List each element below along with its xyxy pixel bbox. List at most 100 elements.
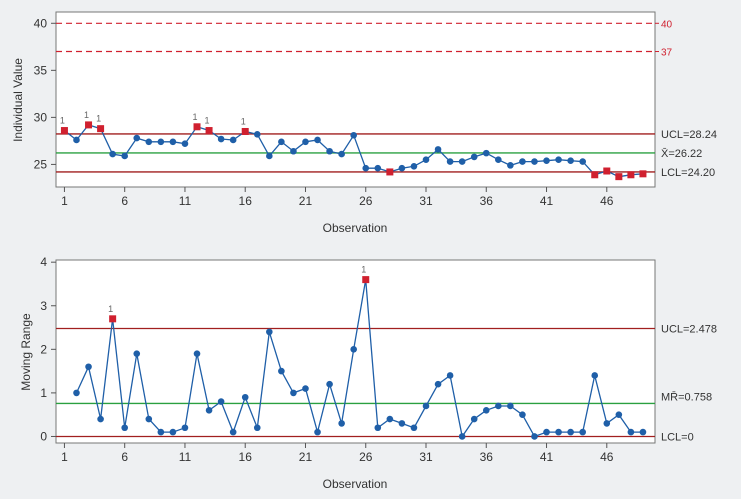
moving-range-data-point <box>253 424 261 432</box>
individuals-x-tick-label: 36 <box>480 194 494 208</box>
moving-range-data-point <box>398 420 406 427</box>
individuals-data-point <box>181 140 189 148</box>
individuals-flagged-point <box>591 171 599 179</box>
moving-range-x-tick-label: 1 <box>61 450 68 464</box>
moving-range-data-point <box>290 389 297 397</box>
moving-range-data-point <box>507 402 514 410</box>
moving-range-y-tick-label: 3 <box>40 299 47 313</box>
individuals-data-point <box>133 134 141 142</box>
individuals-flagged-point <box>627 171 635 179</box>
moving-range-data-point <box>217 398 225 405</box>
individuals-flagged-point <box>205 127 213 135</box>
individuals-data-point <box>326 147 333 155</box>
moving-range-data-point <box>229 428 237 436</box>
moving-range-data-point <box>169 428 177 436</box>
individuals-y-tick-label: 25 <box>34 157 48 171</box>
individuals-x-tick-label: 41 <box>540 194 554 208</box>
individuals-data-point <box>338 150 345 158</box>
individuals-data-point <box>169 138 177 146</box>
individuals-data-point <box>121 152 128 160</box>
individuals-data-point <box>302 138 309 146</box>
individuals-data-point <box>278 138 285 146</box>
moving-range-data-point <box>314 428 321 436</box>
individuals-test-label: 1 <box>84 110 89 120</box>
moving-range-lcl-label: LCL=0 <box>661 431 694 443</box>
individuals-y-axis-label: Individual Value <box>11 58 25 142</box>
individuals-data-point <box>482 149 490 157</box>
individuals-data-point <box>519 158 526 165</box>
individuals-data-point <box>434 146 442 153</box>
individuals-data-point <box>410 163 418 170</box>
individuals-flagged-point <box>639 170 647 178</box>
moving-range-data-point <box>241 393 249 401</box>
individuals-data-point <box>543 157 550 164</box>
individuals-data-point <box>73 136 80 144</box>
individuals-y-tick-label: 30 <box>34 110 48 124</box>
individuals-data-point <box>507 162 514 169</box>
individuals-data-point <box>398 164 406 172</box>
individuals-lcl-label: LCL=24.20 <box>661 167 715 179</box>
individuals-data-point <box>217 135 225 143</box>
individuals-flagged-point <box>97 125 105 133</box>
individuals-x-tick-label: 11 <box>179 194 192 208</box>
individuals-spec-label: 40 <box>661 19 673 30</box>
moving-range-data-point <box>482 407 490 414</box>
moving-range-data-point <box>495 402 502 410</box>
moving-range-data-point <box>470 415 478 423</box>
moving-range-x-tick-label: 21 <box>299 450 313 464</box>
individuals-spec-label: 37 <box>661 48 673 59</box>
individuals-x-tick-label: 21 <box>299 194 313 208</box>
individuals-data-point <box>109 150 116 158</box>
individuals-flagged-point <box>193 123 201 131</box>
individuals-data-point <box>266 152 273 160</box>
moving-range-data-point <box>266 328 273 336</box>
individuals-chart: Observation Individual Value 1 6 11 16 21 26 3… <box>11 11 717 235</box>
moving-range-flagged-point <box>362 276 370 284</box>
individuals-center-label: X̄=26.22 <box>661 147 702 160</box>
moving-range-data-point <box>338 420 345 427</box>
moving-range-x-tick-label: 46 <box>600 450 614 464</box>
moving-range-x-tick-label: 11 <box>179 450 192 464</box>
individuals-data-point <box>579 158 586 165</box>
individuals-flagged-point <box>60 127 68 135</box>
moving-range-data-point <box>85 363 92 371</box>
individuals-x-tick-label: 16 <box>239 194 253 208</box>
individuals-data-point <box>446 158 454 165</box>
individuals-data-point <box>422 156 430 164</box>
moving-range-y-tick-label: 1 <box>40 386 47 400</box>
individuals-plot-area <box>55 11 656 188</box>
moving-range-flagged-point <box>109 315 117 323</box>
moving-range-data-point <box>181 424 189 432</box>
moving-range-data-point <box>458 433 466 440</box>
individuals-y-tick-label: 35 <box>34 63 48 77</box>
moving-range-data-point <box>326 380 333 388</box>
moving-range-data-point <box>386 415 394 423</box>
moving-range-y-tick-label: 0 <box>40 429 47 443</box>
moving-range-y-axis-label: Moving Range <box>19 313 33 391</box>
moving-range-data-point <box>278 367 285 375</box>
moving-range-ucl-label: UCL=2.478 <box>661 323 717 335</box>
individuals-data-point <box>314 136 321 144</box>
moving-range-chart: Observation Moving Range 1 6 11 16 21 26 31 36 4… <box>19 255 717 491</box>
moving-range-data-point <box>519 411 526 418</box>
individuals-data-point <box>374 164 382 172</box>
moving-range-data-point <box>591 372 599 379</box>
individuals-flagged-point <box>85 121 93 129</box>
moving-range-x-tick-label: 6 <box>121 450 128 464</box>
moving-range-y-tick-label: 2 <box>40 342 47 356</box>
moving-range-data-point <box>567 428 574 436</box>
individuals-flagged-point <box>241 127 249 135</box>
individuals-data-point <box>290 147 297 155</box>
moving-range-data-point <box>531 433 538 440</box>
moving-range-data-point <box>555 428 562 436</box>
moving-range-x-tick-label: 26 <box>359 450 373 464</box>
moving-range-data-point <box>579 428 586 436</box>
moving-range-data-point <box>422 402 430 410</box>
moving-range-data-point <box>543 428 550 436</box>
moving-range-x-tick-label: 16 <box>239 450 253 464</box>
moving-range-x-tick-label: 31 <box>419 450 433 464</box>
individuals-test-label: 1 <box>205 116 210 126</box>
individuals-flagged-point <box>386 168 394 176</box>
